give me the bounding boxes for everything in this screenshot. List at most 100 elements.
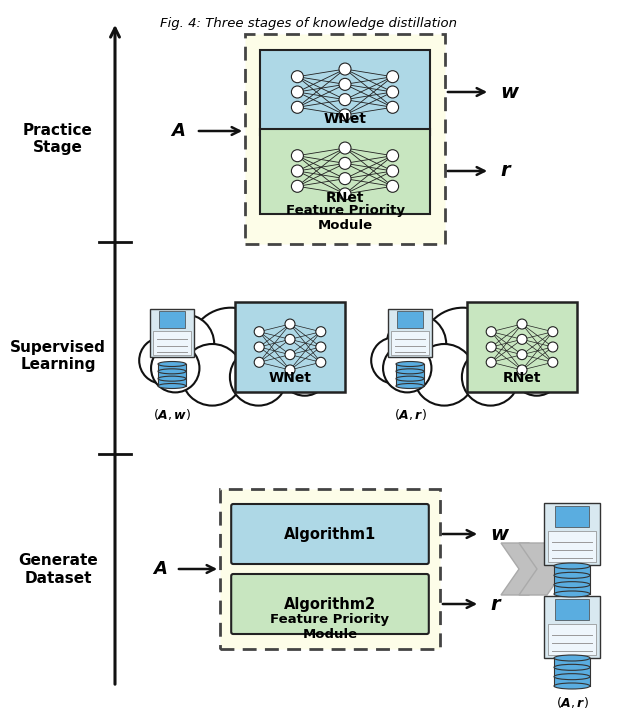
FancyBboxPatch shape	[231, 504, 429, 564]
Circle shape	[285, 365, 295, 375]
FancyBboxPatch shape	[555, 599, 589, 620]
Circle shape	[254, 327, 265, 337]
Circle shape	[413, 344, 475, 406]
Circle shape	[151, 344, 200, 392]
Ellipse shape	[554, 655, 590, 661]
Circle shape	[292, 70, 303, 83]
Circle shape	[512, 347, 561, 396]
FancyBboxPatch shape	[231, 574, 429, 634]
Circle shape	[387, 101, 399, 113]
Text: Algorithm1: Algorithm1	[284, 526, 376, 542]
Circle shape	[339, 109, 351, 121]
Circle shape	[294, 333, 342, 382]
Circle shape	[517, 335, 527, 345]
Text: Supervised
Learning: Supervised Learning	[10, 340, 106, 372]
FancyBboxPatch shape	[260, 128, 430, 214]
Ellipse shape	[554, 591, 590, 597]
Bar	[396, 372, 424, 379]
Circle shape	[486, 357, 496, 367]
Circle shape	[292, 165, 303, 177]
FancyBboxPatch shape	[150, 309, 194, 357]
Circle shape	[387, 150, 399, 162]
Circle shape	[339, 157, 351, 169]
Circle shape	[316, 342, 326, 352]
Circle shape	[339, 188, 351, 200]
Ellipse shape	[158, 376, 186, 381]
Circle shape	[548, 342, 558, 352]
FancyBboxPatch shape	[548, 531, 596, 562]
Text: $\boldsymbol{r}$: $\boldsymbol{r}$	[500, 162, 512, 181]
Circle shape	[182, 344, 243, 406]
Ellipse shape	[158, 369, 186, 374]
Circle shape	[339, 94, 351, 105]
Circle shape	[548, 327, 558, 337]
Text: $(\boldsymbol{A},\boldsymbol{w})$: $(\boldsymbol{A},\boldsymbol{w})$	[553, 602, 591, 617]
Ellipse shape	[554, 674, 590, 680]
Bar	[554, 667, 590, 676]
Bar	[554, 585, 590, 594]
Circle shape	[292, 101, 303, 113]
Circle shape	[339, 78, 351, 90]
Text: $\boldsymbol{r}$: $\boldsymbol{r}$	[490, 595, 502, 614]
Ellipse shape	[554, 683, 590, 689]
FancyBboxPatch shape	[245, 34, 445, 244]
Circle shape	[230, 348, 287, 406]
Circle shape	[292, 180, 303, 192]
Text: Feature Priority
Module: Feature Priority Module	[271, 613, 389, 641]
FancyBboxPatch shape	[159, 311, 185, 328]
Bar	[396, 364, 424, 372]
Circle shape	[486, 327, 496, 337]
Ellipse shape	[396, 384, 424, 389]
Ellipse shape	[554, 664, 590, 670]
Polygon shape	[501, 543, 547, 595]
Circle shape	[387, 314, 446, 374]
Circle shape	[339, 142, 351, 154]
FancyBboxPatch shape	[391, 331, 429, 355]
Circle shape	[292, 86, 303, 98]
Text: Algorithm2: Algorithm2	[284, 597, 376, 612]
Text: Generate
Dataset: Generate Dataset	[18, 553, 98, 586]
FancyBboxPatch shape	[544, 503, 600, 565]
Circle shape	[254, 357, 265, 367]
Ellipse shape	[554, 582, 590, 587]
Circle shape	[387, 180, 399, 192]
FancyBboxPatch shape	[388, 309, 432, 357]
Circle shape	[486, 342, 496, 352]
Bar	[158, 372, 186, 379]
Bar	[554, 676, 590, 686]
Bar	[158, 364, 186, 372]
Circle shape	[387, 86, 399, 98]
Text: $\boldsymbol{w}$: $\boldsymbol{w}$	[500, 83, 520, 102]
FancyBboxPatch shape	[153, 331, 191, 355]
Circle shape	[139, 337, 185, 384]
FancyBboxPatch shape	[220, 489, 440, 649]
Circle shape	[339, 172, 351, 184]
FancyBboxPatch shape	[235, 302, 345, 392]
Circle shape	[548, 357, 558, 367]
Circle shape	[383, 344, 431, 392]
Circle shape	[462, 348, 519, 406]
Text: Feature Priority
Module: Feature Priority Module	[286, 204, 405, 232]
Circle shape	[281, 347, 329, 396]
FancyBboxPatch shape	[548, 624, 596, 655]
Circle shape	[189, 308, 273, 392]
Text: RNet: RNet	[326, 192, 364, 205]
Circle shape	[480, 309, 546, 375]
Bar	[554, 575, 590, 585]
Bar	[158, 379, 186, 386]
Bar	[554, 658, 590, 667]
Circle shape	[285, 350, 295, 360]
Circle shape	[387, 70, 399, 83]
Text: WNet: WNet	[268, 372, 311, 385]
Ellipse shape	[158, 362, 186, 367]
FancyBboxPatch shape	[555, 506, 589, 527]
Circle shape	[525, 333, 574, 382]
Text: WNet: WNet	[323, 112, 366, 126]
Text: Practice
Stage: Practice Stage	[23, 122, 93, 155]
Circle shape	[285, 335, 295, 345]
Polygon shape	[519, 543, 565, 595]
Text: $\boldsymbol{A}$: $\boldsymbol{A}$	[152, 560, 168, 578]
Text: RNet: RNet	[503, 372, 541, 385]
Text: $(\boldsymbol{A},\boldsymbol{r})$: $(\boldsymbol{A},\boldsymbol{r})$	[394, 407, 426, 422]
FancyBboxPatch shape	[467, 302, 577, 392]
